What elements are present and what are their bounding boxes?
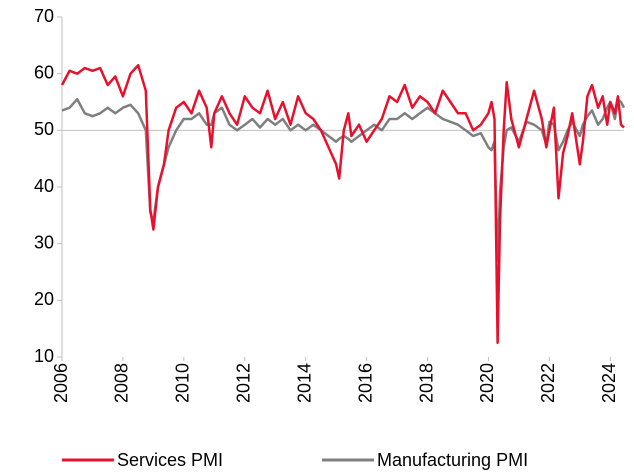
x-tick-label: 2024 bbox=[599, 363, 619, 403]
y-tick-label: 30 bbox=[34, 232, 54, 252]
x-tick-label: 2010 bbox=[173, 363, 193, 403]
y-tick-label: 70 bbox=[34, 6, 54, 26]
y-tick-label: 10 bbox=[34, 346, 54, 366]
y-tick-label: 20 bbox=[34, 289, 54, 309]
x-tick-label: 2014 bbox=[294, 363, 314, 403]
legend-label: Services PMI bbox=[117, 450, 223, 470]
x-tick-label: 2006 bbox=[51, 363, 71, 403]
x-tick-label: 2020 bbox=[477, 363, 497, 403]
x-tick-label: 2008 bbox=[112, 363, 132, 403]
y-tick-label: 40 bbox=[34, 176, 54, 196]
y-tick-label: 50 bbox=[34, 119, 54, 139]
series-line bbox=[60, 63, 625, 345]
x-tick-label: 2016 bbox=[355, 363, 375, 403]
x-tick-label: 2012 bbox=[234, 363, 254, 403]
y-tick-label: 60 bbox=[34, 62, 54, 82]
x-tick-label: 2018 bbox=[416, 363, 436, 403]
x-tick-label: 2022 bbox=[538, 363, 558, 403]
legend-label: Manufacturing PMI bbox=[377, 450, 528, 470]
